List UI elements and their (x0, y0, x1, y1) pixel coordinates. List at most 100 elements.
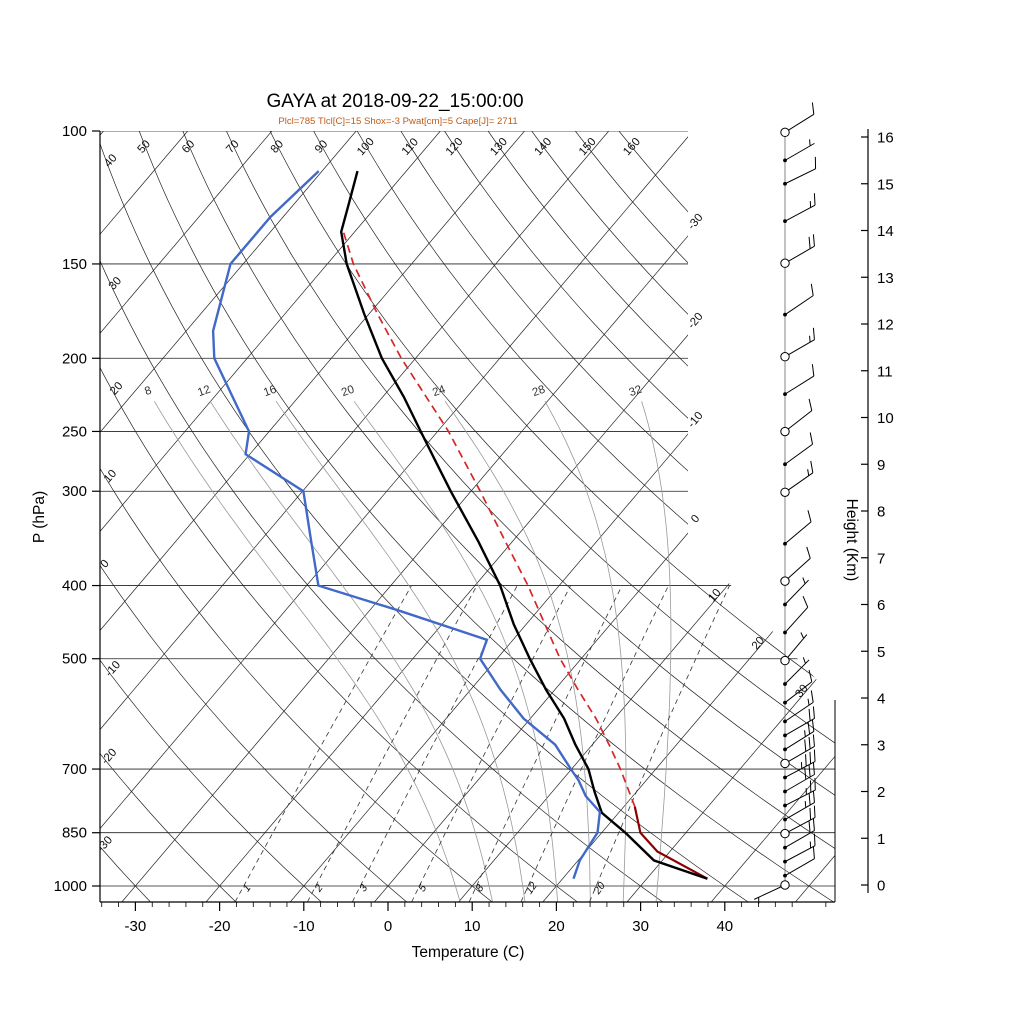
dry-adiabat-label-left: 10 (102, 468, 119, 486)
wind-barb-staff (785, 376, 814, 394)
height-tick-label: 12 (877, 317, 894, 334)
level-dot-marker (783, 462, 787, 466)
wind-barb (783, 719, 814, 751)
level-dot-marker (783, 748, 787, 752)
dry-adiabat-line (52, 131, 663, 902)
level-circle-marker (781, 829, 789, 837)
pressure-tick-label: 400 (62, 578, 87, 595)
wind-barb (783, 847, 814, 878)
dry-adiabat-line (445, 131, 1024, 902)
height-tick-label: 15 (877, 176, 894, 193)
dry-adiabat-label-left: -10 (103, 659, 123, 679)
dry-adiabat-label-top: 90 (313, 138, 330, 156)
mixing-ratio-label: 12 (523, 880, 540, 897)
height-tick-label: 7 (877, 550, 885, 567)
wind-barb-staff (785, 473, 813, 493)
mixing-ratio-label: 5 (416, 882, 429, 894)
wind-barb (783, 510, 811, 545)
pressure-tick-label: 200 (62, 350, 87, 367)
level-dot-marker (783, 860, 787, 864)
dry-adiabat-line (0, 131, 407, 902)
level-dot-marker (783, 631, 787, 635)
moist-adiabat-line (445, 401, 590, 902)
wind-barb-staff (785, 790, 815, 805)
isotherm-line (795, 131, 1024, 902)
pressure-tick-label: 850 (62, 825, 87, 842)
height-tick-label: 10 (877, 410, 894, 427)
moist-adiabat-line (642, 401, 671, 902)
mixing-ratio-label: 3 (357, 882, 370, 894)
isotherm-line (206, 131, 861, 902)
isotherm-line (543, 131, 1024, 902)
wind-barb-full (810, 808, 811, 820)
temperature-tick-label: 10 (464, 918, 481, 935)
wind-barb-full (809, 765, 810, 777)
pressure-tick-label: 700 (62, 761, 87, 778)
wind-barb-staff (785, 143, 814, 160)
isotherm-line (0, 131, 188, 902)
parcel-curve-solid (635, 807, 708, 879)
wind-barb-staff (785, 169, 816, 184)
height-tick-label: 14 (877, 223, 894, 240)
level-dot-marker (783, 804, 787, 808)
dry-adiabat-line (8, 131, 577, 902)
wind-barb-half (808, 469, 809, 475)
dry-adiabat-line (532, 131, 1024, 902)
level-dot-marker (783, 392, 787, 396)
level-circle-marker (781, 881, 789, 889)
wind-barb (783, 284, 813, 317)
level-dot-marker (783, 542, 787, 546)
temperature-tick-label: 40 (716, 918, 733, 935)
dry-adiabat-line (401, 131, 1024, 902)
moist-adiabat-line (210, 401, 492, 902)
wind-barb (781, 234, 815, 267)
temperature-tick-label: -10 (293, 918, 315, 935)
dry-adiabat-label-left: -20 (99, 747, 119, 767)
mixing-ratio-label: 8 (473, 882, 486, 894)
dry-adiabat-line (96, 131, 749, 902)
wind-barb-half (805, 801, 806, 807)
wind-barb-full (808, 722, 809, 734)
dry-adiabat-line (0, 131, 151, 902)
level-circle-marker (781, 488, 789, 496)
mixing-ratio-line (235, 586, 411, 902)
dry-adiabat-label-top: 70 (224, 138, 241, 156)
dry-adiabat-label-top: 140 (532, 136, 554, 158)
isotherm-label: 10 (706, 587, 723, 605)
background-grid (0, 131, 1024, 902)
wind-barb-full (812, 102, 813, 114)
wind-barb-full (811, 691, 813, 703)
height-tick-label: 9 (877, 457, 885, 474)
mixing-ratio-line (412, 586, 571, 902)
wind-barb (781, 102, 814, 136)
wind-barb-staff (785, 718, 814, 735)
moist-adiabat-label: 28 (531, 384, 547, 400)
temperature-tick-label: -20 (209, 918, 231, 935)
wind-barb-staff (785, 444, 813, 464)
wind-barb-full (811, 284, 813, 296)
wind-barb-half (810, 336, 811, 342)
wind-barb (781, 328, 815, 361)
isotherm-label: 20 (750, 635, 767, 653)
height-tick-label: 5 (877, 644, 885, 661)
wind-barb (783, 364, 814, 396)
wind-barb-staff (785, 635, 807, 661)
wind-barb-full (813, 763, 814, 775)
wind-barb-full (813, 847, 814, 859)
height-tick-label: 8 (877, 504, 885, 521)
wind-barb (783, 139, 814, 162)
wind-barb-staff (785, 340, 814, 357)
dry-adiabat-line (183, 131, 919, 902)
wind-barb (781, 399, 812, 436)
wind-barb-half (801, 632, 804, 638)
wind-barb-full (807, 547, 811, 558)
wind-barb-column (754, 102, 815, 903)
level-dot-marker (783, 682, 787, 686)
dry-adiabat-label-top: 60 (180, 138, 197, 156)
isotherm-line (0, 131, 525, 902)
dry-adiabat-line (575, 131, 1024, 902)
mixing-ratio-line (307, 586, 477, 902)
pressure-tick-label: 250 (62, 423, 87, 440)
